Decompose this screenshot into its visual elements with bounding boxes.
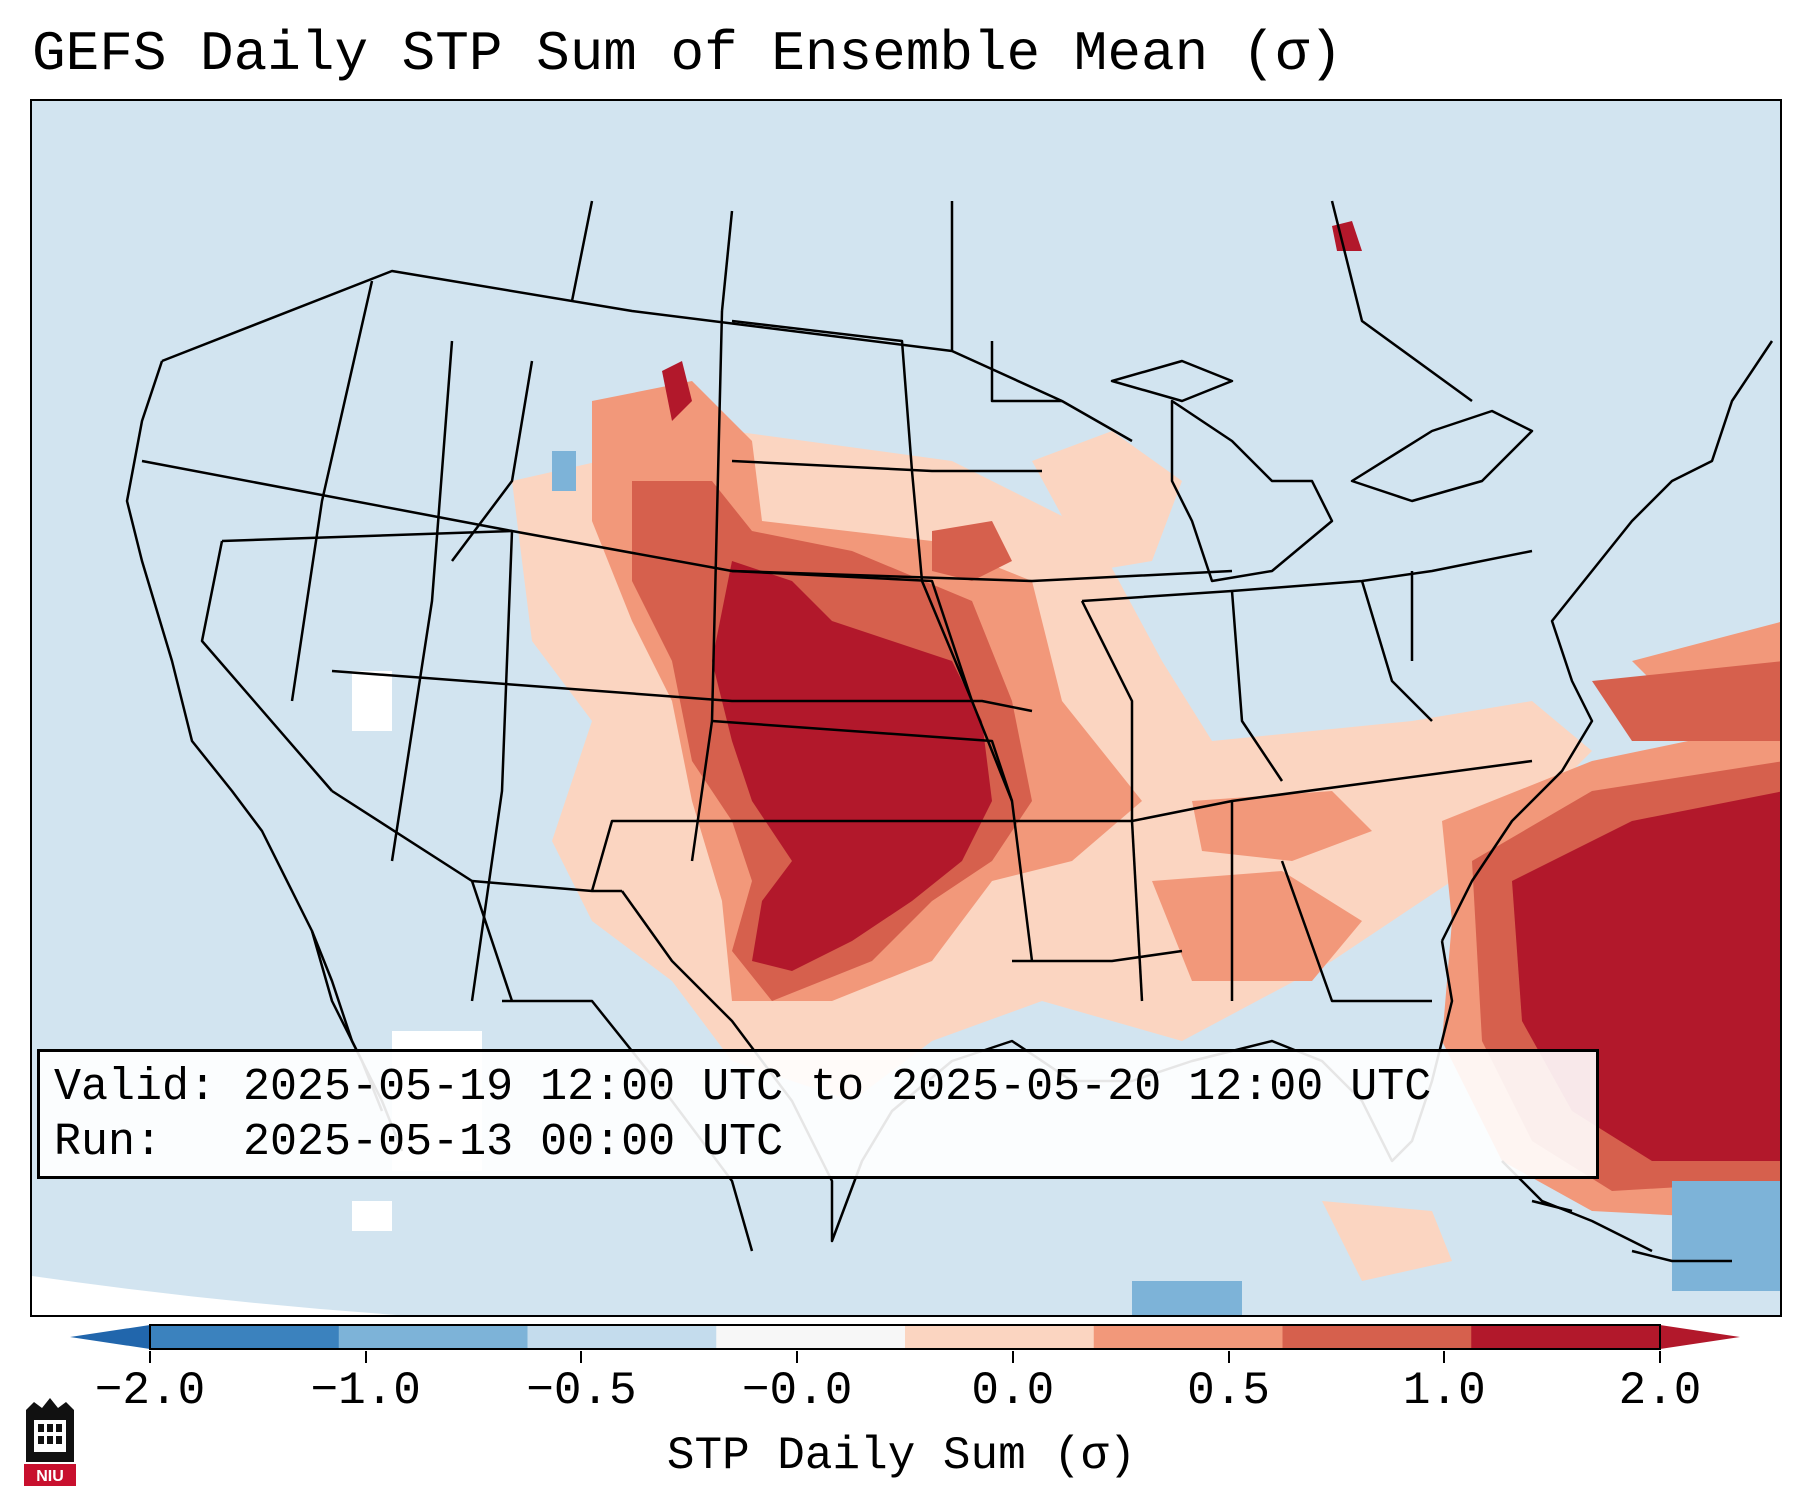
colorbar-tick-mark <box>1227 1351 1230 1363</box>
colorbar-tick-label: 0.5 <box>1187 1365 1270 1417</box>
colorbar-tick-mark <box>796 1351 799 1363</box>
logo-text: NIU <box>36 1468 64 1485</box>
valid-run-info-box: Valid: 2025-05-19 12:00 UTC to 2025-05-2… <box>37 1049 1599 1179</box>
colorbar-segment <box>1471 1325 1661 1349</box>
map-title: GEFS Daily STP Sum of Ensemble Mean (σ) <box>32 22 1343 86</box>
colorbar-label: STP Daily Sum (σ) <box>666 1430 1137 1482</box>
colorbar-segment <box>1093 1325 1283 1349</box>
stp-field-map <box>32 200 1780 1315</box>
colorbar-tick-label: −0.0 <box>741 1365 853 1417</box>
colorbar-tick-mark <box>364 1351 367 1363</box>
colorbar-tick-label: −1.0 <box>310 1365 421 1417</box>
colorbar-segment <box>527 1325 717 1349</box>
colorbar-tick-mark <box>149 1351 151 1363</box>
run-value: 2025-05-13 00:00 UTC <box>243 1117 784 1168</box>
colorbar-segment <box>905 1325 1095 1349</box>
colorbar-extend-right <box>1660 1325 1740 1349</box>
valid-label: Valid: <box>54 1062 217 1113</box>
colorbar-tick-mark <box>580 1351 583 1363</box>
colorbar-tick-mark <box>1443 1351 1446 1363</box>
colorbar-tick-mark <box>1011 1351 1014 1363</box>
colorbar-tick-label: −0.5 <box>526 1365 637 1417</box>
colorbar-segment <box>338 1325 528 1349</box>
colorbar-tick-mark <box>1659 1351 1661 1363</box>
map-panel <box>30 99 1782 1317</box>
colorbar-extend-left <box>70 1325 150 1349</box>
projection-edge <box>32 1276 398 1315</box>
stp-field-shading <box>352 221 1780 1315</box>
colorbar-tick-label: 2.0 <box>1618 1365 1702 1417</box>
colorbar <box>70 1324 1740 1350</box>
colorbar-tick-label: 0.0 <box>971 1365 1055 1417</box>
colorbar-segment <box>1282 1325 1472 1349</box>
valid-value: 2025-05-19 12:00 UTC to 2025-05-20 12:00… <box>243 1062 1432 1113</box>
run-label: Run: <box>54 1117 163 1168</box>
niu-logo: NIU <box>24 1398 76 1486</box>
colorbar-tick-label: 1.0 <box>1402 1365 1486 1417</box>
colorbar-segment <box>150 1325 340 1349</box>
colorbar-tick-label: −2.0 <box>94 1365 206 1417</box>
colorbar-segment <box>716 1325 906 1349</box>
